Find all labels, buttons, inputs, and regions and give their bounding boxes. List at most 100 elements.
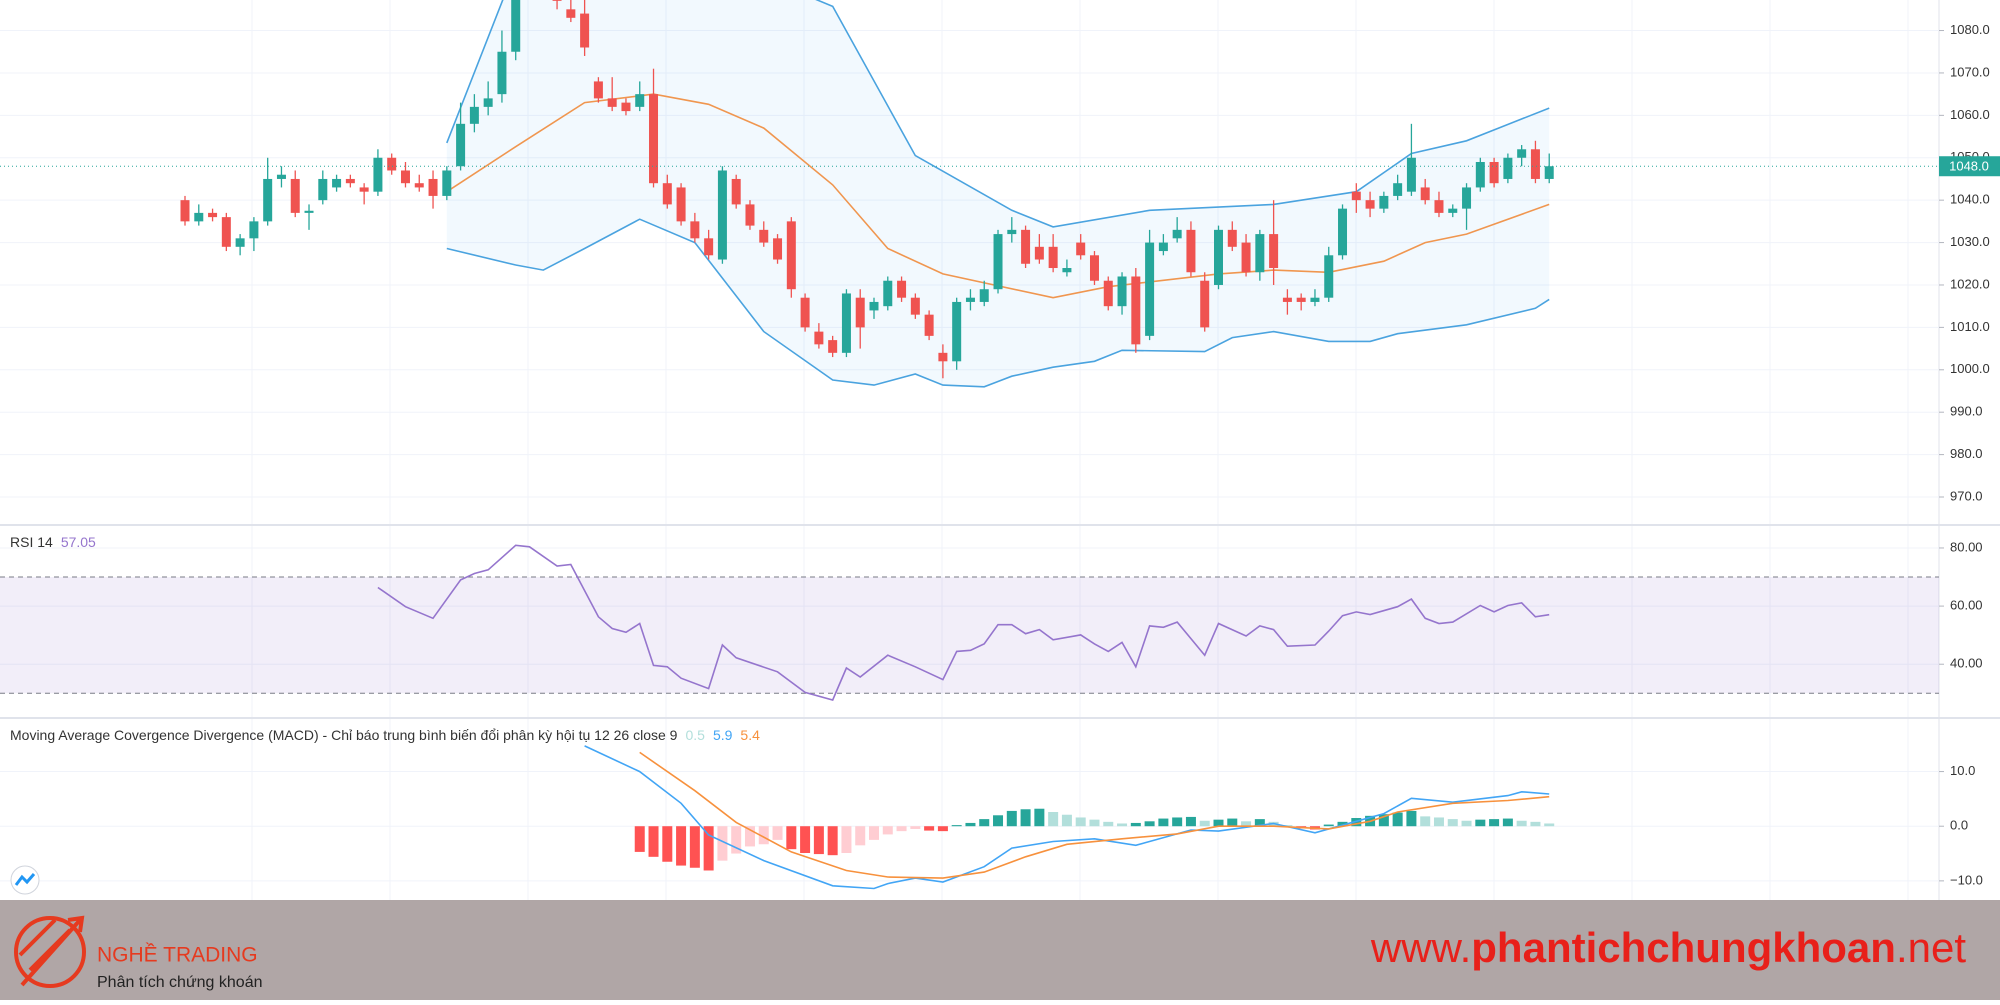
histogram-bar [1075,817,1086,827]
candle-body [1338,208,1348,256]
candle-body [276,174,286,179]
candle-body [759,229,769,243]
histogram-bar [731,826,742,854]
footer: NGHỀ TRADING Phân tích chứng khoán www.p… [0,900,2000,1000]
histogram-bar [827,826,838,856]
y-tick-label: 40.00 [1950,656,1983,671]
candle-body [414,183,424,188]
candle-body [979,289,989,302]
histogram-bar [1544,823,1555,827]
candle-body [1282,297,1292,302]
candle-body [194,212,204,222]
histogram-bar [1489,819,1500,827]
histogram-value: 0.5 [685,727,705,743]
candle-body [1434,200,1444,213]
histogram-bar [855,826,866,846]
y-tick-label: 1040.0 [1950,192,1990,207]
y-tick-label: 60.00 [1950,598,1983,613]
histogram-bar [1089,819,1100,827]
histogram-bar [924,826,935,831]
histogram-bar [648,826,659,857]
candle-body [469,106,479,124]
y-tick-label: 980.0 [1950,446,1983,461]
y-tick-label: 10.0 [1950,763,1975,778]
histogram-bar [841,826,852,853]
candle-body [786,221,796,290]
histogram-bar [965,822,976,827]
histogram-bar [800,826,811,853]
histogram-bar [910,826,921,829]
histogram-bar [1048,812,1059,827]
y-tick-label: 1080.0 [1950,22,1990,37]
candle-body [1324,255,1334,298]
candle-body [428,178,438,196]
histogram-bar [1475,819,1486,827]
histogram-bar [1144,821,1155,827]
candle-body [993,234,1003,290]
candle-body [442,170,452,196]
last-price-label: 1048.0 [1949,159,1989,174]
candle-body [566,9,576,18]
histogram-bar [979,819,990,827]
candle-body [483,98,493,107]
histogram-bar [634,826,645,852]
candle-body [593,81,603,99]
candle-body [897,280,907,298]
candle-body [235,238,245,247]
candle-body [1076,242,1086,256]
candle-body [208,212,218,218]
candle-body [1310,297,1320,302]
tradingview-logo [10,865,40,895]
histogram-bar [1130,822,1141,827]
website-url: www.phantichchungkhoan.net [1370,924,1966,971]
candle-body [1034,246,1044,260]
histogram-bar [1282,825,1293,827]
candle-body [1062,268,1072,273]
candle-body [1365,200,1375,209]
series-line [446,218,1550,388]
y-tick-label: 0.0 [1950,818,1968,833]
candle-body [1131,276,1141,345]
candle-body [1462,187,1472,209]
series-line [377,544,1550,701]
histogram-bar [1117,823,1128,827]
candle-body [662,183,672,205]
candle-body [1007,229,1017,235]
url-main: phantichchungkhoan [1471,924,1896,971]
panel [0,544,1939,701]
histogram-bar [786,826,797,850]
histogram-bar [1061,814,1072,827]
candle-body [910,297,920,315]
histogram-bar [813,826,824,855]
indicator-title: Moving Average Covergence Divergence (MA… [10,727,678,743]
histogram-bar [1406,810,1417,827]
y-tick-label: 80.00 [1950,539,1983,554]
histogram-bar [1172,817,1183,827]
candle-body [1117,276,1127,307]
histogram-bar [1461,820,1472,827]
histogram-bar [1103,821,1114,827]
y-tick-label: 990.0 [1950,404,1983,419]
histogram-bar [1337,821,1348,827]
histogram-bar [676,826,687,866]
histogram-bar [1006,810,1017,827]
candle-body [345,178,355,184]
candle-body [828,340,838,353]
y-tick-label: 1000.0 [1950,361,1990,376]
histogram-bar [1185,816,1196,827]
series-value: 5.4 [740,727,760,743]
y-tick-label: −10.0 [1950,872,1983,887]
candle-body [952,301,962,362]
url-prefix: www. [1370,924,1471,971]
url-suffix: .net [1896,924,1966,971]
candle-body [1379,195,1389,209]
candle-body [552,0,562,1]
candle-body [1172,229,1182,239]
candle-body [1200,280,1210,328]
candle-body [1475,161,1485,188]
candle-body [841,293,851,353]
histogram-bar [689,826,700,868]
histogram-bar [951,825,962,827]
candle-body [965,297,975,302]
plot-layer: 970.0 980.0 990.0 1000.0 1010.0 1020.0 1030.0 1… [0,0,2000,890]
